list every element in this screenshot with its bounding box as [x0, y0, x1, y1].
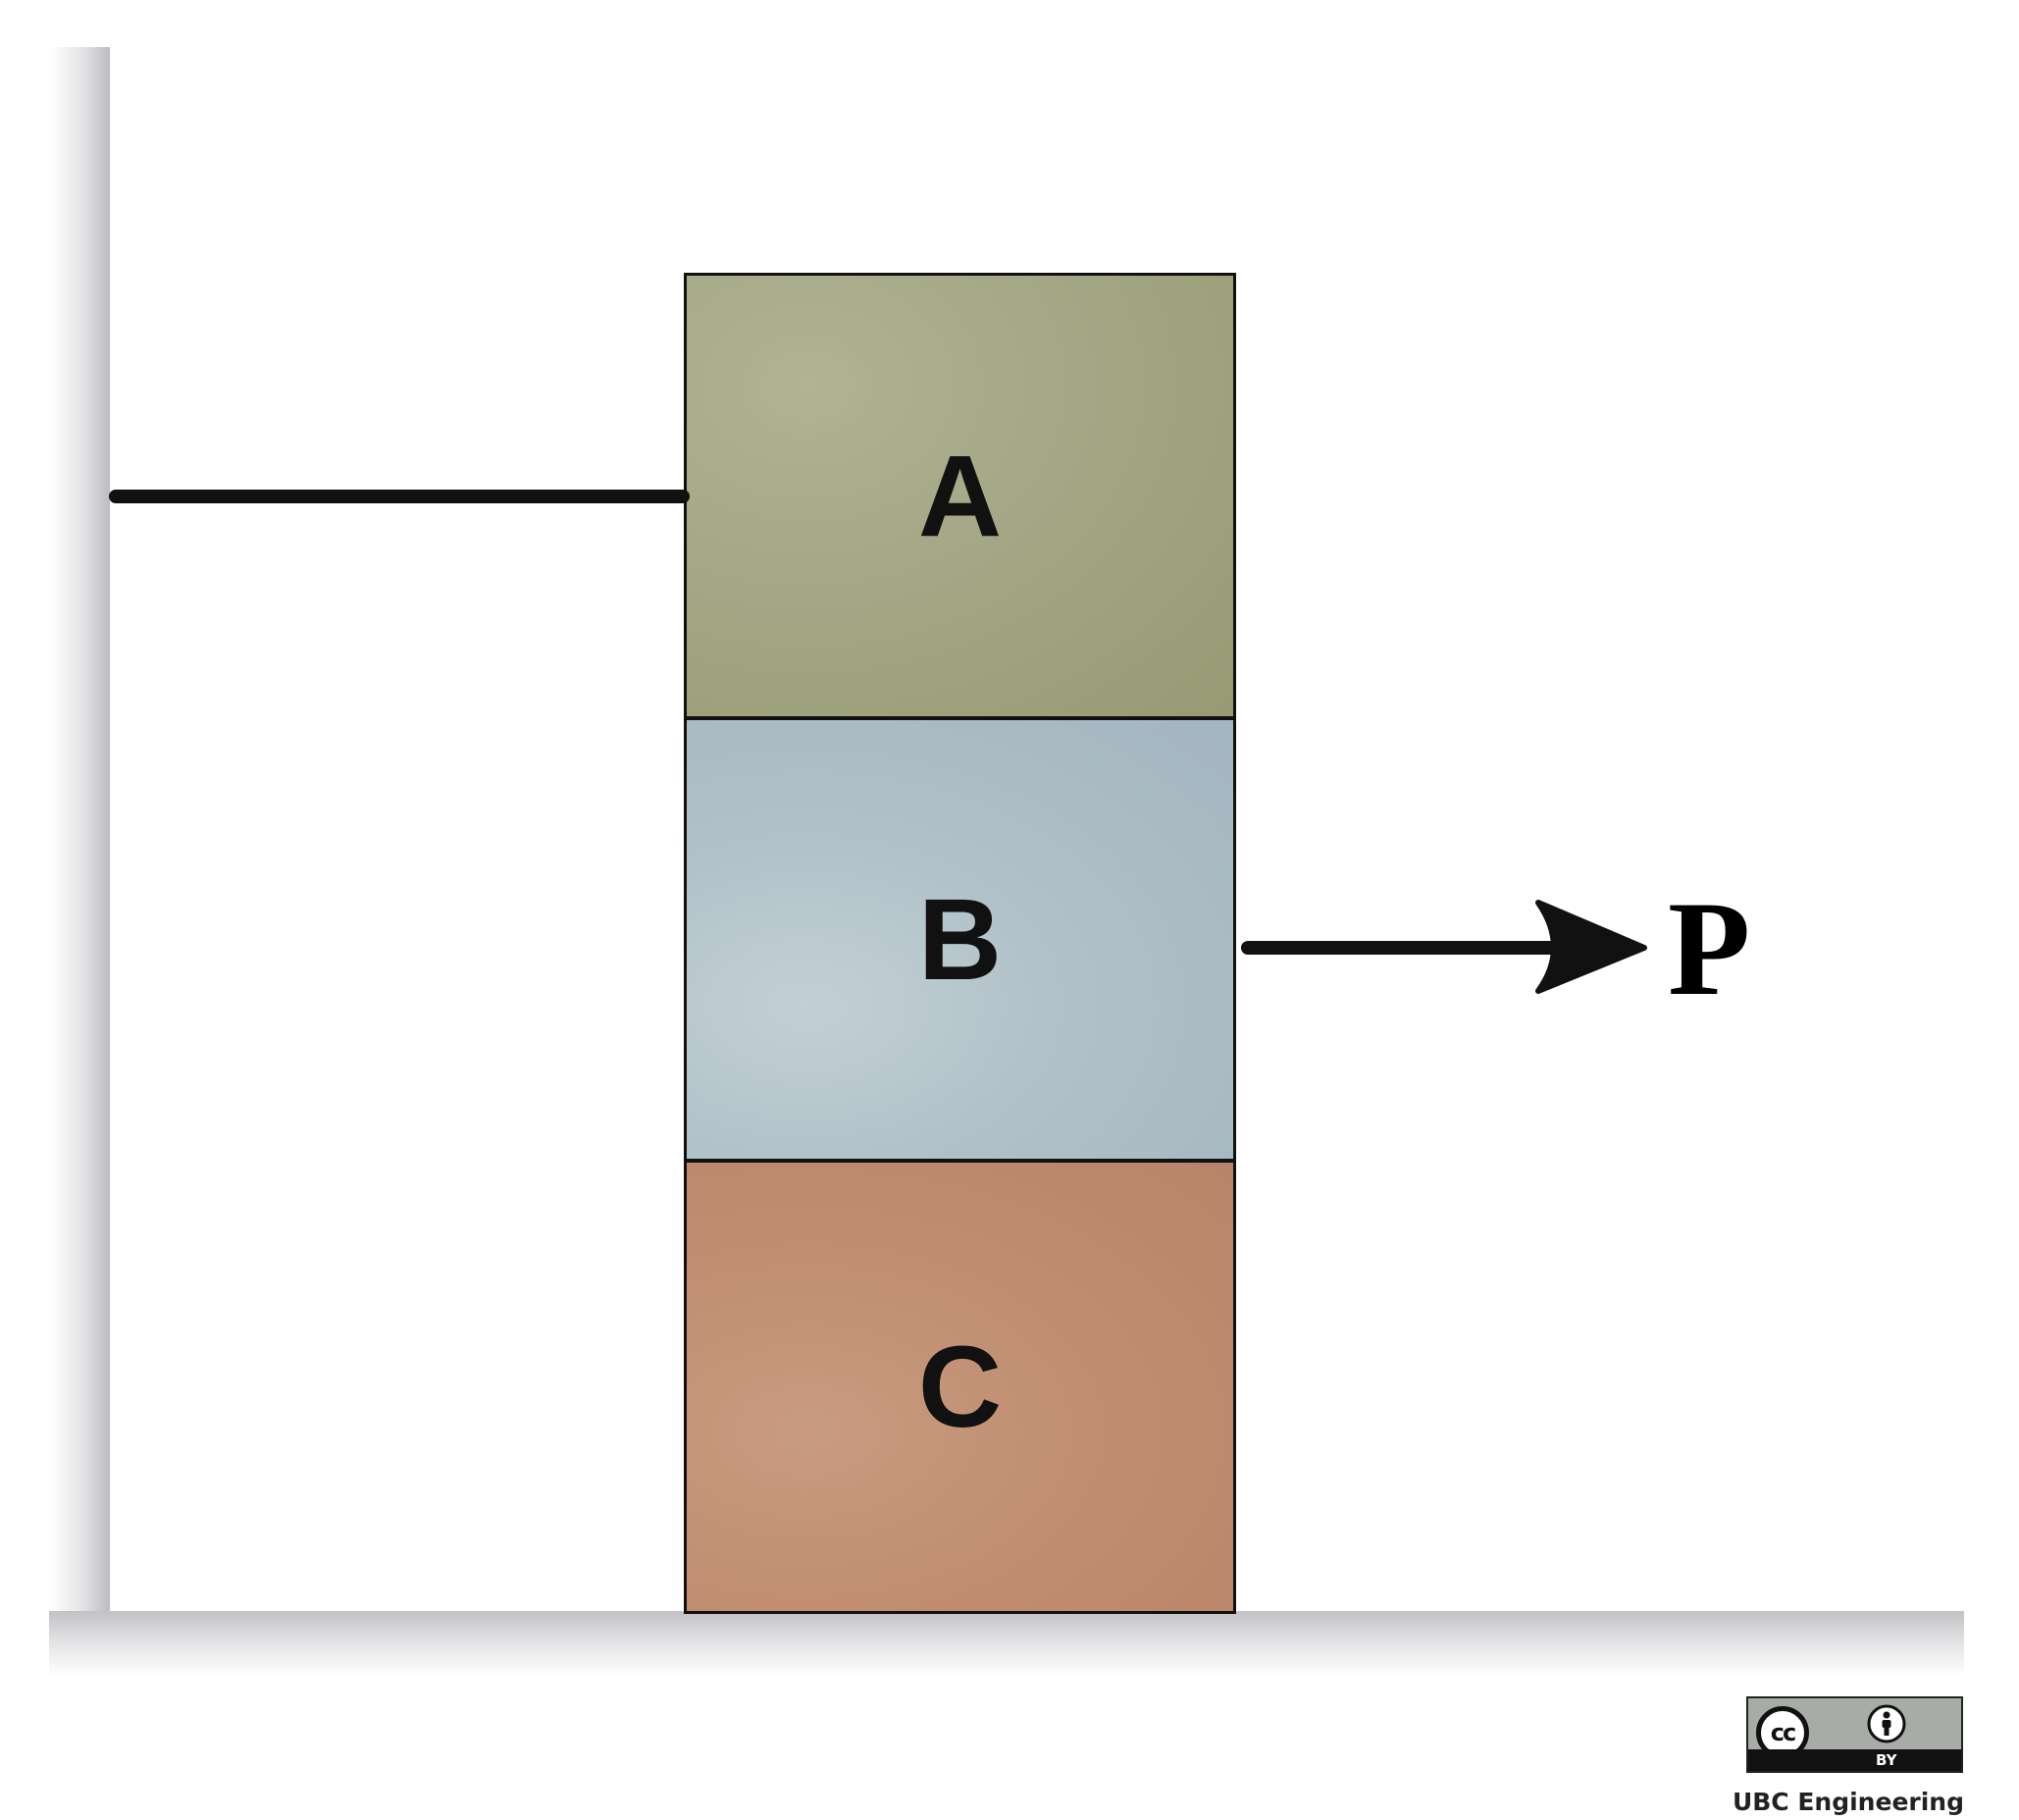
- block-c: C: [684, 1160, 1236, 1614]
- wall: [49, 47, 110, 1664]
- force-arrow-head: [1535, 900, 1647, 994]
- floor: [49, 1611, 1964, 1676]
- block-b-label: B: [917, 874, 1003, 1005]
- force-label: P: [1668, 873, 1751, 1023]
- by-person-icon: [1867, 1704, 1906, 1743]
- block-c-label: C: [917, 1322, 1003, 1452]
- block-a-label: A: [917, 431, 1003, 561]
- block-a: A: [684, 273, 1236, 719]
- license-by-text: BY: [1876, 1751, 1897, 1769]
- cc-license-badge[interactable]: cc BY: [1746, 1696, 1963, 1773]
- block-b: B: [684, 717, 1236, 1162]
- cc-text: cc: [1770, 1719, 1796, 1746]
- license-strip: [1748, 1749, 1961, 1771]
- credit-text: UBC Engineering: [1732, 1788, 1964, 1816]
